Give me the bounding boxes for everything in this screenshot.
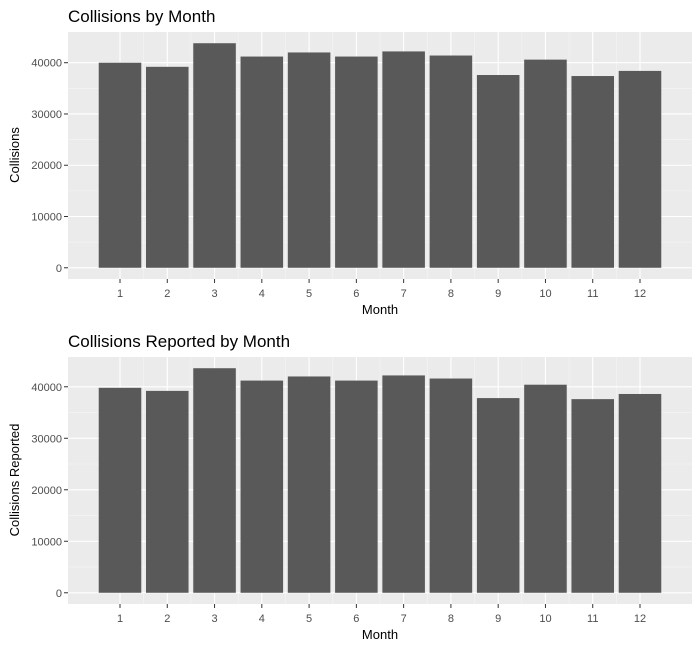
bar-series — [98, 368, 662, 593]
chart-collisions-by-month: Collisions by Month 0 10000 20000 30000 4000… — [7, 7, 692, 317]
y-axis-ticks: 0 10000 20000 30000 40000 — [31, 58, 68, 275]
x-tick-label: 12 — [634, 288, 646, 300]
bar — [524, 384, 567, 593]
y-tick-label: 20000 — [31, 485, 62, 497]
y-axis-ticks: 0 10000 20000 30000 40000 — [31, 382, 68, 600]
x-tick-label: 4 — [259, 288, 265, 300]
bar — [335, 380, 378, 593]
bar — [240, 380, 284, 593]
bar — [429, 55, 473, 268]
y-tick-label: 30000 — [31, 109, 62, 121]
y-tick-label: 0 — [56, 263, 62, 275]
bar — [146, 390, 189, 593]
x-tick-label: 3 — [211, 288, 217, 300]
x-axis-title: Month — [362, 627, 398, 642]
bar — [193, 368, 236, 593]
y-tick-label: 10000 — [31, 212, 62, 224]
x-axis-title: Month — [362, 302, 398, 317]
x-tick-label: 6 — [353, 288, 359, 300]
x-tick-label: 2 — [164, 613, 170, 625]
chart-title: Collisions Reported by Month — [68, 332, 290, 351]
x-tick-label: 11 — [587, 288, 598, 300]
bar — [382, 51, 425, 268]
chart-title: Collisions by Month — [68, 7, 215, 26]
y-tick-label: 10000 — [31, 536, 62, 548]
x-tick-label: 5 — [306, 613, 312, 625]
x-tick-label: 6 — [353, 613, 359, 625]
x-tick-label: 4 — [259, 613, 265, 625]
y-tick-label: 40000 — [31, 382, 62, 394]
bar-series — [98, 43, 662, 268]
chart-collisions-reported-by-month: Collisions Reported by Month 0 10000 20000… — [7, 332, 692, 642]
x-tick-label: 1 — [117, 288, 123, 300]
x-tick-label: 2 — [164, 288, 170, 300]
x-tick-label: 11 — [587, 613, 598, 625]
x-tick-label: 1 — [117, 613, 123, 625]
x-tick-label: 8 — [448, 288, 454, 300]
x-tick-label: 8 — [448, 613, 454, 625]
bar — [287, 52, 331, 268]
bar — [240, 56, 284, 268]
y-tick-label: 0 — [56, 588, 62, 600]
x-tick-label: 7 — [401, 288, 407, 300]
bar — [524, 59, 567, 268]
bar — [146, 66, 189, 268]
y-axis-title: Collisions — [7, 127, 22, 183]
y-tick-label: 30000 — [31, 433, 62, 445]
bar — [382, 375, 425, 593]
bar — [571, 399, 614, 593]
x-tick-label: 9 — [495, 613, 501, 625]
x-tick-label: 7 — [401, 613, 407, 625]
y-tick-label: 40000 — [31, 58, 62, 70]
x-tick-label: 3 — [211, 613, 217, 625]
bar — [476, 75, 520, 268]
bar — [618, 393, 662, 593]
x-tick-label: 9 — [495, 288, 501, 300]
bar — [98, 387, 142, 593]
x-axis-ticks: 1 2 3 4 5 6 7 8 9 10 11 12 — [117, 279, 646, 300]
bar — [98, 62, 142, 268]
bar — [476, 398, 520, 593]
x-tick-label: 10 — [539, 288, 551, 300]
y-axis-title: Collisions Reported — [7, 424, 22, 537]
x-tick-label: 5 — [306, 288, 312, 300]
y-tick-label: 20000 — [31, 160, 62, 172]
bar — [618, 70, 662, 268]
x-tick-label: 12 — [634, 613, 646, 625]
bar — [287, 376, 331, 593]
bar — [335, 56, 378, 268]
bar — [571, 76, 614, 268]
bar — [429, 378, 473, 593]
bar — [193, 43, 236, 268]
x-axis-ticks: 1 2 3 4 5 6 7 8 9 10 11 12 — [117, 604, 646, 625]
x-tick-label: 10 — [539, 613, 551, 625]
